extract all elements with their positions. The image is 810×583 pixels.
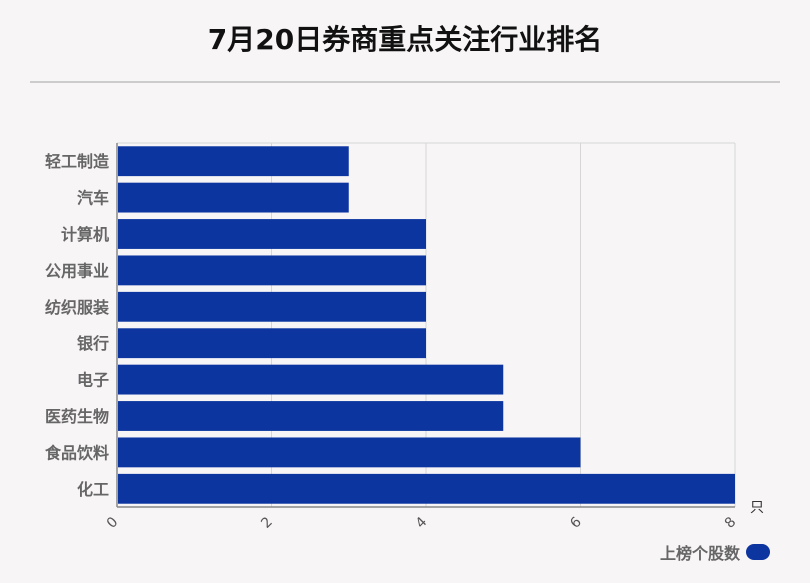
bar[interactable]	[118, 219, 426, 249]
x-tick-label: 0	[104, 514, 122, 532]
category-label: 公用事业	[45, 261, 109, 280]
category-label: 化工	[77, 480, 109, 499]
legend-label: 上榜个股数	[659, 544, 740, 563]
bar[interactable]	[118, 364, 504, 395]
x-tick: 6	[567, 514, 585, 532]
category-label: 计算机	[61, 225, 109, 244]
bar[interactable]	[118, 401, 504, 431]
bar[interactable]	[118, 182, 349, 213]
bar[interactable]	[118, 291, 426, 322]
x-tick-label: 8	[722, 514, 740, 532]
x-tick-label: 2	[258, 514, 276, 532]
category-label: 食品饮料	[44, 443, 109, 462]
legend-swatch	[746, 544, 770, 560]
x-tick: 8	[722, 514, 740, 532]
category-label: 汽车	[77, 189, 109, 208]
chart-title: 7月20日券商重点关注行业排名	[207, 23, 603, 56]
bar[interactable]	[118, 473, 735, 504]
axes	[116, 143, 735, 508]
x-unit-label: 只	[750, 500, 764, 516]
title-divider	[30, 81, 780, 83]
category-label: 医药生物	[45, 407, 109, 426]
x-tick: 0	[104, 514, 122, 532]
bar[interactable]	[118, 328, 426, 359]
category-label: 银行	[77, 334, 109, 353]
bar[interactable]	[118, 146, 349, 177]
x-tick-label: 4	[413, 514, 431, 532]
x-tick: 2	[258, 514, 276, 532]
category-label: 纺织服装	[45, 298, 109, 317]
x-tick-labels: 0 2 4 6 8	[104, 514, 740, 532]
bar[interactable]	[118, 437, 581, 468]
category-label: 轻工制造	[45, 152, 110, 171]
bar[interactable]	[118, 255, 426, 286]
bars	[118, 146, 735, 504]
category-label: 电子	[77, 371, 109, 390]
legend[interactable]: 上榜个股数	[660, 540, 770, 564]
x-tick-label: 6	[567, 514, 585, 532]
x-tick: 4	[413, 514, 431, 532]
